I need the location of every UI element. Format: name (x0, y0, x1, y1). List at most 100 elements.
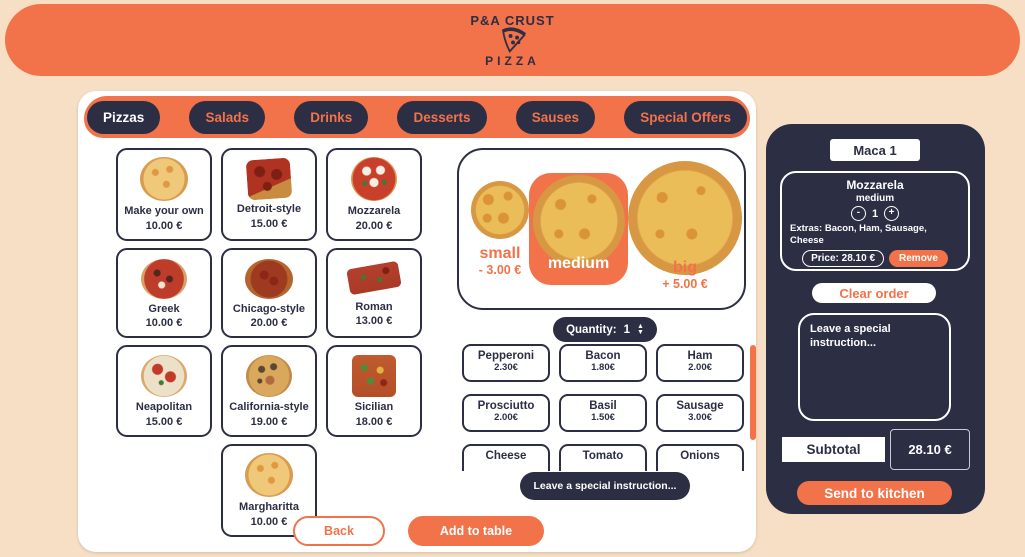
topping-pepperoni[interactable]: Pepperoni 2.30€ (462, 344, 550, 382)
order-note-input[interactable]: Leave a special instruction... (798, 313, 951, 421)
increase-quantity-button[interactable]: + (884, 206, 900, 221)
menu-item-mozzarela[interactable]: Mozzarela 20.00 € (326, 148, 422, 241)
pizza-image (245, 258, 293, 299)
order-item-size: medium (855, 193, 895, 204)
menu-item-greek[interactable]: Greek 10.00 € (116, 247, 212, 339)
order-item-footer: Price: 28.10 € Remove (790, 249, 960, 267)
arrow-down-icon[interactable]: ▼ (636, 328, 644, 336)
toppings-scroll-area: Pepperoni 2.30€ Bacon 1.80€ Ham 2.00€ Pr… (462, 344, 744, 471)
menu-item-name: Greek (148, 302, 180, 315)
decrease-quantity-button[interactable]: - (850, 206, 866, 221)
menu-item-price: 15.00 € (145, 415, 183, 428)
clear-order-button[interactable]: Clear order (812, 283, 936, 303)
order-item-card: Mozzarela medium - 1 + Extras: Bacon, Ha… (780, 171, 970, 271)
menu-item-name: Chicago-style (232, 302, 306, 315)
quantity-arrows[interactable]: ▲ ▼ (636, 322, 644, 336)
topping-prosciutto[interactable]: Prosciutto 2.00€ (462, 394, 550, 432)
menu-item-neapolitan[interactable]: Neapolitan 15.00 € (116, 345, 212, 437)
selected-size-highlight: medium (529, 173, 628, 285)
order-item-extras: Extras: Bacon, Ham, Sausage, Cheese (790, 223, 927, 246)
tab-special-offers[interactable]: Special Offers (624, 100, 747, 134)
quantity-label: Quantity: (566, 323, 617, 336)
menu-item-roman[interactable]: Roman 13.00 € (326, 247, 422, 339)
logo-text-bottom: PIZZA (485, 53, 540, 68)
quantity-stepper[interactable]: Quantity: 1 ▲ ▼ (553, 317, 657, 342)
header-banner: P&A CRUST PIZZA (5, 4, 1020, 76)
topping-basil[interactable]: Basil 1.50€ (559, 394, 647, 432)
pizza-menu-grid: Make your own 10.00 € Detroit-style 15.0… (116, 148, 422, 537)
menu-item-make-your-own[interactable]: Make your own 10.00 € (116, 148, 212, 241)
menu-item-name: Make your own (124, 205, 204, 217)
menu-item-name: Neapolitan (135, 401, 193, 414)
pizza-image (141, 258, 187, 299)
menu-item-margharitta[interactable]: Margharitta 10.00 € (221, 443, 317, 537)
order-item-name: Mozzarela (846, 178, 904, 192)
menu-item-price: 10.00 € (145, 219, 183, 232)
main-panel: Pizzas Salads Drinks Desserts Sauses Spe… (78, 91, 756, 552)
tab-drinks[interactable]: Drinks (294, 100, 369, 134)
tab-desserts[interactable]: Desserts (397, 100, 487, 134)
topping-cheese[interactable]: Cheese (462, 444, 550, 471)
small-pizza-image (471, 181, 529, 240)
topping-onions[interactable]: Onions (656, 444, 744, 471)
size-price-delta: + 5.00 € (662, 276, 708, 291)
tab-sauses[interactable]: Sauses (515, 100, 595, 134)
back-button[interactable]: Back (293, 516, 385, 546)
size-label: small (479, 245, 521, 263)
menu-item-name: Sicilian (354, 401, 394, 414)
menu-item-name: California-style (229, 401, 309, 414)
pizza-image (351, 157, 397, 201)
order-item-stepper: - 1 + (790, 206, 960, 221)
toppings-scrollbar[interactable] (750, 345, 756, 440)
menu-item-price: 20.00 € (250, 317, 288, 330)
menu-item-california-style[interactable]: California-style 19.00 € (221, 345, 317, 437)
topping-bacon[interactable]: Bacon 1.80€ (559, 344, 647, 382)
menu-item-name: Mozzarela (347, 205, 401, 217)
category-tab-bar: Pizzas Salads Drinks Desserts Sauses Spe… (84, 96, 750, 138)
subtotal-value: 28.10 € (890, 429, 970, 470)
send-to-kitchen-button[interactable]: Send to kitchen (797, 481, 952, 505)
big-pizza-image (628, 161, 742, 276)
menu-item-name: Detroit-style (236, 203, 302, 215)
menu-item-detroit-style[interactable]: Detroit-style 15.00 € (221, 148, 317, 241)
pizza-image (352, 355, 396, 398)
size-option-big[interactable]: big + 5.00 € (628, 161, 742, 291)
size-label: medium (547, 255, 610, 272)
menu-item-name: Roman (355, 300, 393, 313)
logo-text-top: P&A CRUST (470, 12, 555, 28)
menu-item-sicilian[interactable]: Sicilian 18.00 € (326, 345, 422, 437)
size-selector-panel: small - 3.00 € medium big + 5.00 € (457, 148, 746, 310)
size-option-small[interactable]: small - 3.00 € (471, 181, 529, 277)
subtotal-label: Subtotal (782, 437, 885, 462)
topping-ham[interactable]: Ham 2.00€ (656, 344, 744, 382)
size-label: big (673, 259, 697, 277)
pizza-image (141, 355, 187, 398)
pizza-image (245, 452, 293, 497)
special-instruction-button[interactable]: Leave a special instruction... (520, 472, 690, 500)
add-to-table-button[interactable]: Add to table (408, 516, 544, 546)
order-panel: Maca 1 Mozzarela medium - 1 + Extras: Ba… (766, 124, 985, 514)
pizza-image (140, 157, 188, 201)
menu-item-chicago-style[interactable]: Chicago-style 20.00 € (221, 247, 317, 339)
menu-item-price: 15.00 € (250, 217, 288, 230)
menu-item-price: 13.00 € (355, 315, 393, 328)
order-item-price: Price: 28.10 € (802, 249, 885, 267)
menu-item-name: Margharitta (239, 500, 299, 513)
tab-salads[interactable]: Salads (189, 100, 266, 134)
quantity-value: 1 (623, 323, 630, 336)
menu-item-price: 10.00 € (250, 515, 288, 528)
pizza-image (246, 355, 292, 398)
topping-tomato[interactable]: Tomato (559, 444, 647, 471)
arrow-up-icon[interactable]: ▲ (636, 322, 644, 330)
menu-item-price: 19.00 € (250, 415, 288, 428)
menu-item-price: 10.00 € (145, 317, 183, 330)
remove-item-button[interactable]: Remove (889, 249, 948, 267)
size-option-medium[interactable]: medium (529, 173, 628, 285)
toppings-grid: Pepperoni 2.30€ Bacon 1.80€ Ham 2.00€ Pr… (462, 344, 744, 471)
table-name-label: Maca 1 (830, 139, 920, 161)
order-item-quantity: 1 (871, 207, 879, 220)
pizza-slice-icon (501, 26, 526, 53)
topping-sausage[interactable]: Sausage 3.00€ (656, 394, 744, 432)
medium-pizza-image (532, 175, 625, 267)
tab-pizzas[interactable]: Pizzas (87, 100, 161, 134)
